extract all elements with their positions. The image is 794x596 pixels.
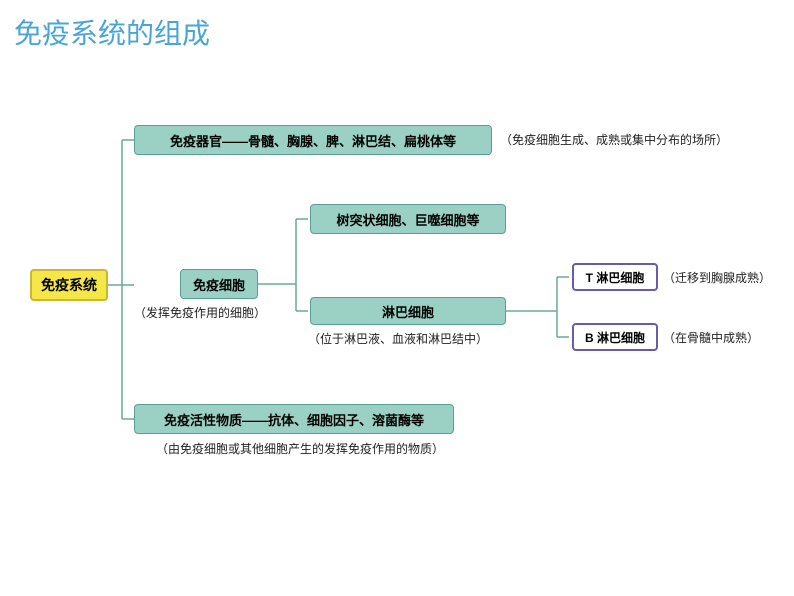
node-dendritic-macrophage: 树突状细胞、巨噬细胞等 (310, 204, 506, 234)
caption-immune-organs: （免疫细胞生成、成熟或集中分布的场所） (500, 131, 728, 148)
caption-immune-cells: （发挥免疫作用的细胞） (134, 304, 266, 321)
node-b-lymphocyte: B 淋巴细胞 (572, 323, 658, 351)
caption-immune-substances: （由免疫细胞或其他细胞产生的发挥免疫作用的物质） (156, 440, 444, 457)
node-immune-organs: 免疫器官——骨髓、胸腺、脾、淋巴结、扁桃体等 (134, 125, 492, 155)
page-title: 免疫系统的组成 (14, 12, 210, 52)
node-immune-cells: 免疫细胞 (180, 269, 258, 299)
caption-lymphocytes: （位于淋巴液、血液和淋巴结中） (308, 330, 488, 347)
node-t-lymphocyte: T 淋巴细胞 (572, 263, 658, 291)
node-root-immune-system: 免疫系统 (30, 269, 108, 301)
node-immune-substances: 免疫活性物质——抗体、细胞因子、溶菌酶等 (134, 404, 454, 434)
node-lymphocytes: 淋巴细胞 (310, 297, 506, 325)
caption-b-lymphocyte: （在骨髓中成熟） (663, 329, 759, 346)
caption-t-lymphocyte: （迁移到胸腺成熟） (663, 269, 771, 286)
